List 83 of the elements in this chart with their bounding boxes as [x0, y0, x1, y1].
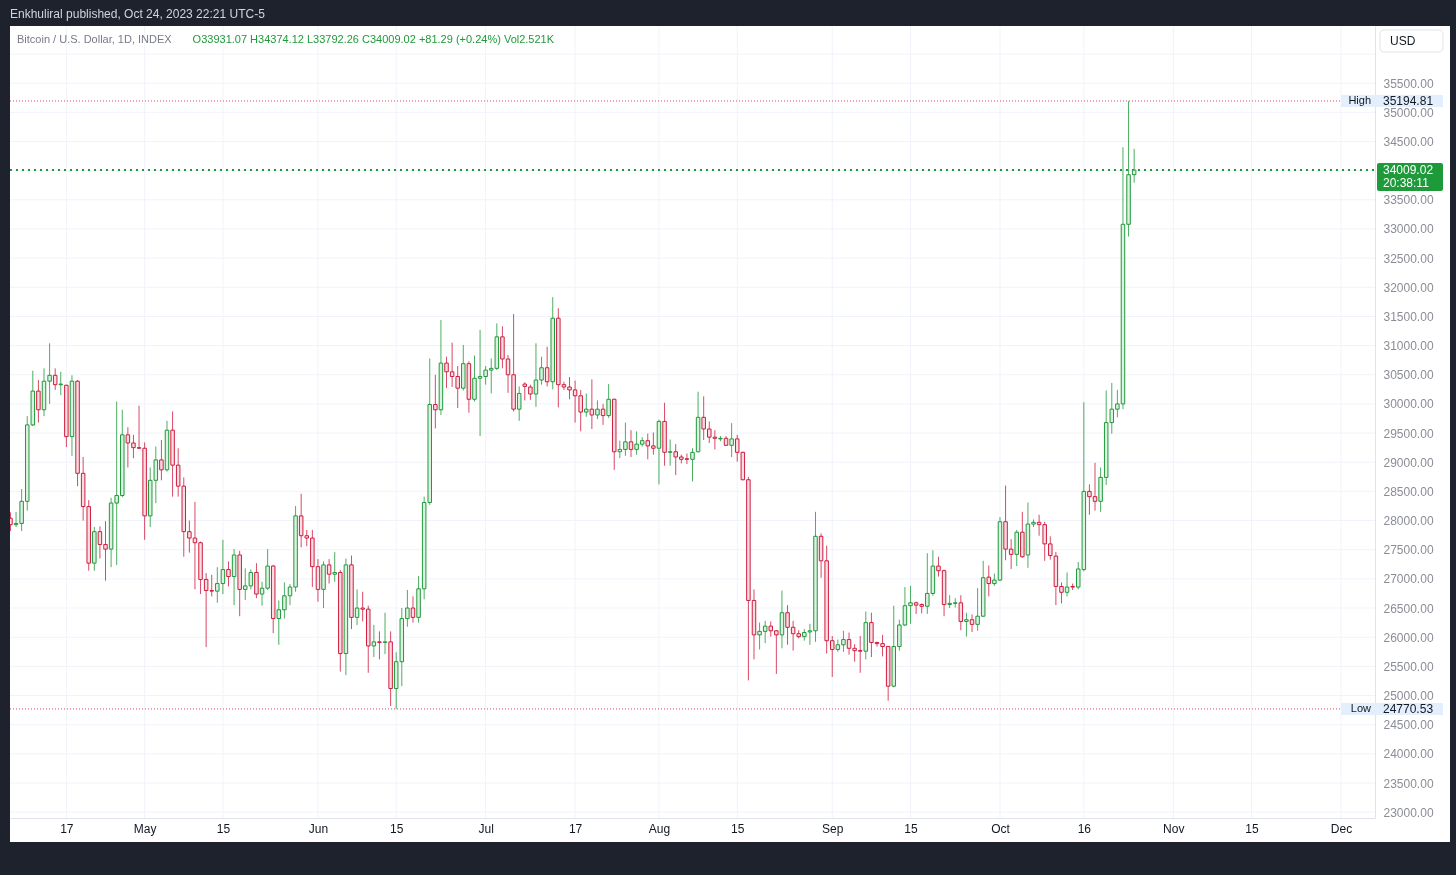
annotation: High: [1348, 93, 1371, 106]
candlestick: [226, 560, 231, 587]
x-tick-label: 15: [216, 821, 231, 836]
candlestick: [779, 590, 785, 649]
x-tick-label: 15: [904, 821, 919, 836]
candlestick: [964, 612, 969, 638]
x-tick-label: Dec: [1330, 821, 1353, 836]
y-tick-label: 27000.00: [1383, 572, 1434, 587]
y-tick-label: 27500.00: [1383, 543, 1434, 558]
y-tick-label: 26500.00: [1383, 601, 1434, 616]
y-tick-label: 23000.00: [1383, 805, 1434, 820]
y-tick-label: 32000.00: [1383, 280, 1434, 295]
y-tick-label: 33500.00: [1383, 193, 1434, 208]
y-tick-label: 28500.00: [1383, 484, 1434, 499]
y-tick-label: 35000.00: [1383, 105, 1434, 120]
x-tick-label: 15: [1245, 821, 1260, 836]
x-tick-label: 16: [1077, 821, 1092, 836]
candlestick: [371, 624, 377, 658]
text: 20:38:11: [1383, 176, 1430, 191]
y-tick-label: 25000.00: [1383, 689, 1434, 704]
candlestick: [958, 594, 964, 631]
candlestick: [159, 439, 164, 481]
ref-line-label: 34009.02: [1383, 163, 1434, 178]
candlestick: [377, 630, 382, 660]
y-tick-label: 29000.00: [1383, 455, 1434, 470]
y-tick-label: 25500.00: [1383, 659, 1434, 674]
y-tick-label: 31500.00: [1383, 309, 1434, 324]
y-tick-label: 24500.00: [1383, 718, 1434, 733]
annotation: Low: [1350, 701, 1372, 714]
candlestick: [544, 346, 550, 387]
candlestick: [595, 399, 600, 420]
x-tick-label: Nov: [1163, 821, 1185, 836]
candlestick: [667, 439, 673, 467]
y-tick-label: 34500.00: [1383, 134, 1434, 149]
text: O33931.07 H34374.12 L33792.26 C34009.02 +81.29 (+0.24%) Vol2.521K: [192, 33, 555, 45]
y-tick-label: 26000.00: [1383, 630, 1434, 645]
y-tick-label: 32500.00: [1383, 251, 1434, 266]
candlestick: [332, 551, 337, 583]
candlestick: [254, 562, 259, 599]
x-tick-label: 17: [568, 821, 583, 836]
candlestick: [231, 548, 237, 606]
candlestick: [326, 558, 332, 585]
x-tick-label: May: [133, 821, 157, 836]
y-tick-label: 28000.00: [1383, 514, 1434, 529]
y-axis-title: USD: [1390, 34, 1416, 48]
x-tick-label: Jul: [478, 821, 494, 836]
y-tick-label: 24000.00: [1383, 747, 1434, 762]
y-tick-label: 30000.00: [1383, 397, 1434, 412]
ref-line-label: 35194.81: [1383, 93, 1434, 108]
candlestick: [52, 367, 58, 391]
y-tick-label: 33000.00: [1383, 222, 1434, 237]
candlestick: [1014, 529, 1019, 567]
candlestick: [516, 385, 522, 422]
candlestick: [354, 588, 360, 626]
candlestick: [1064, 571, 1070, 597]
ref-line-label: 24770.53: [1383, 701, 1434, 716]
candlestick: [433, 374, 438, 429]
x-tick-label: 17: [60, 821, 74, 836]
candlestick: [986, 564, 992, 597]
text: Bitcoin / U.S. Dollar, 1D, INDEX: [17, 33, 173, 45]
candlestick: [410, 595, 416, 624]
candlestick: [589, 378, 595, 430]
x-tick-label: Jun: [308, 821, 329, 836]
y-tick-label: 31000.00: [1383, 339, 1434, 354]
x-tick-label: 15: [390, 821, 404, 836]
candlestick: [729, 422, 734, 458]
candlestick: [690, 447, 695, 482]
candlestick: [58, 371, 64, 396]
x-tick-label: Oct: [991, 821, 1011, 836]
y-tick-label: 23500.00: [1383, 776, 1434, 791]
candlestick: [628, 429, 634, 458]
candlestick: [36, 379, 41, 424]
x-tick-label: 15: [731, 821, 745, 836]
candlestick: [969, 613, 975, 633]
candlestick: [606, 383, 611, 419]
candlestick: [584, 392, 589, 418]
y-tick-label: 29500.00: [1383, 426, 1434, 441]
x-tick-label: Aug: [648, 821, 671, 836]
x-tick-label: Sep: [822, 821, 844, 836]
y-tick-label: 30500.00: [1383, 368, 1434, 383]
text: Enkhuliral published, Oct 24, 2023 22:21 UTC-5: [10, 7, 266, 21]
y-tick-label: 35500.00: [1383, 76, 1434, 91]
candlestick: [382, 612, 388, 655]
